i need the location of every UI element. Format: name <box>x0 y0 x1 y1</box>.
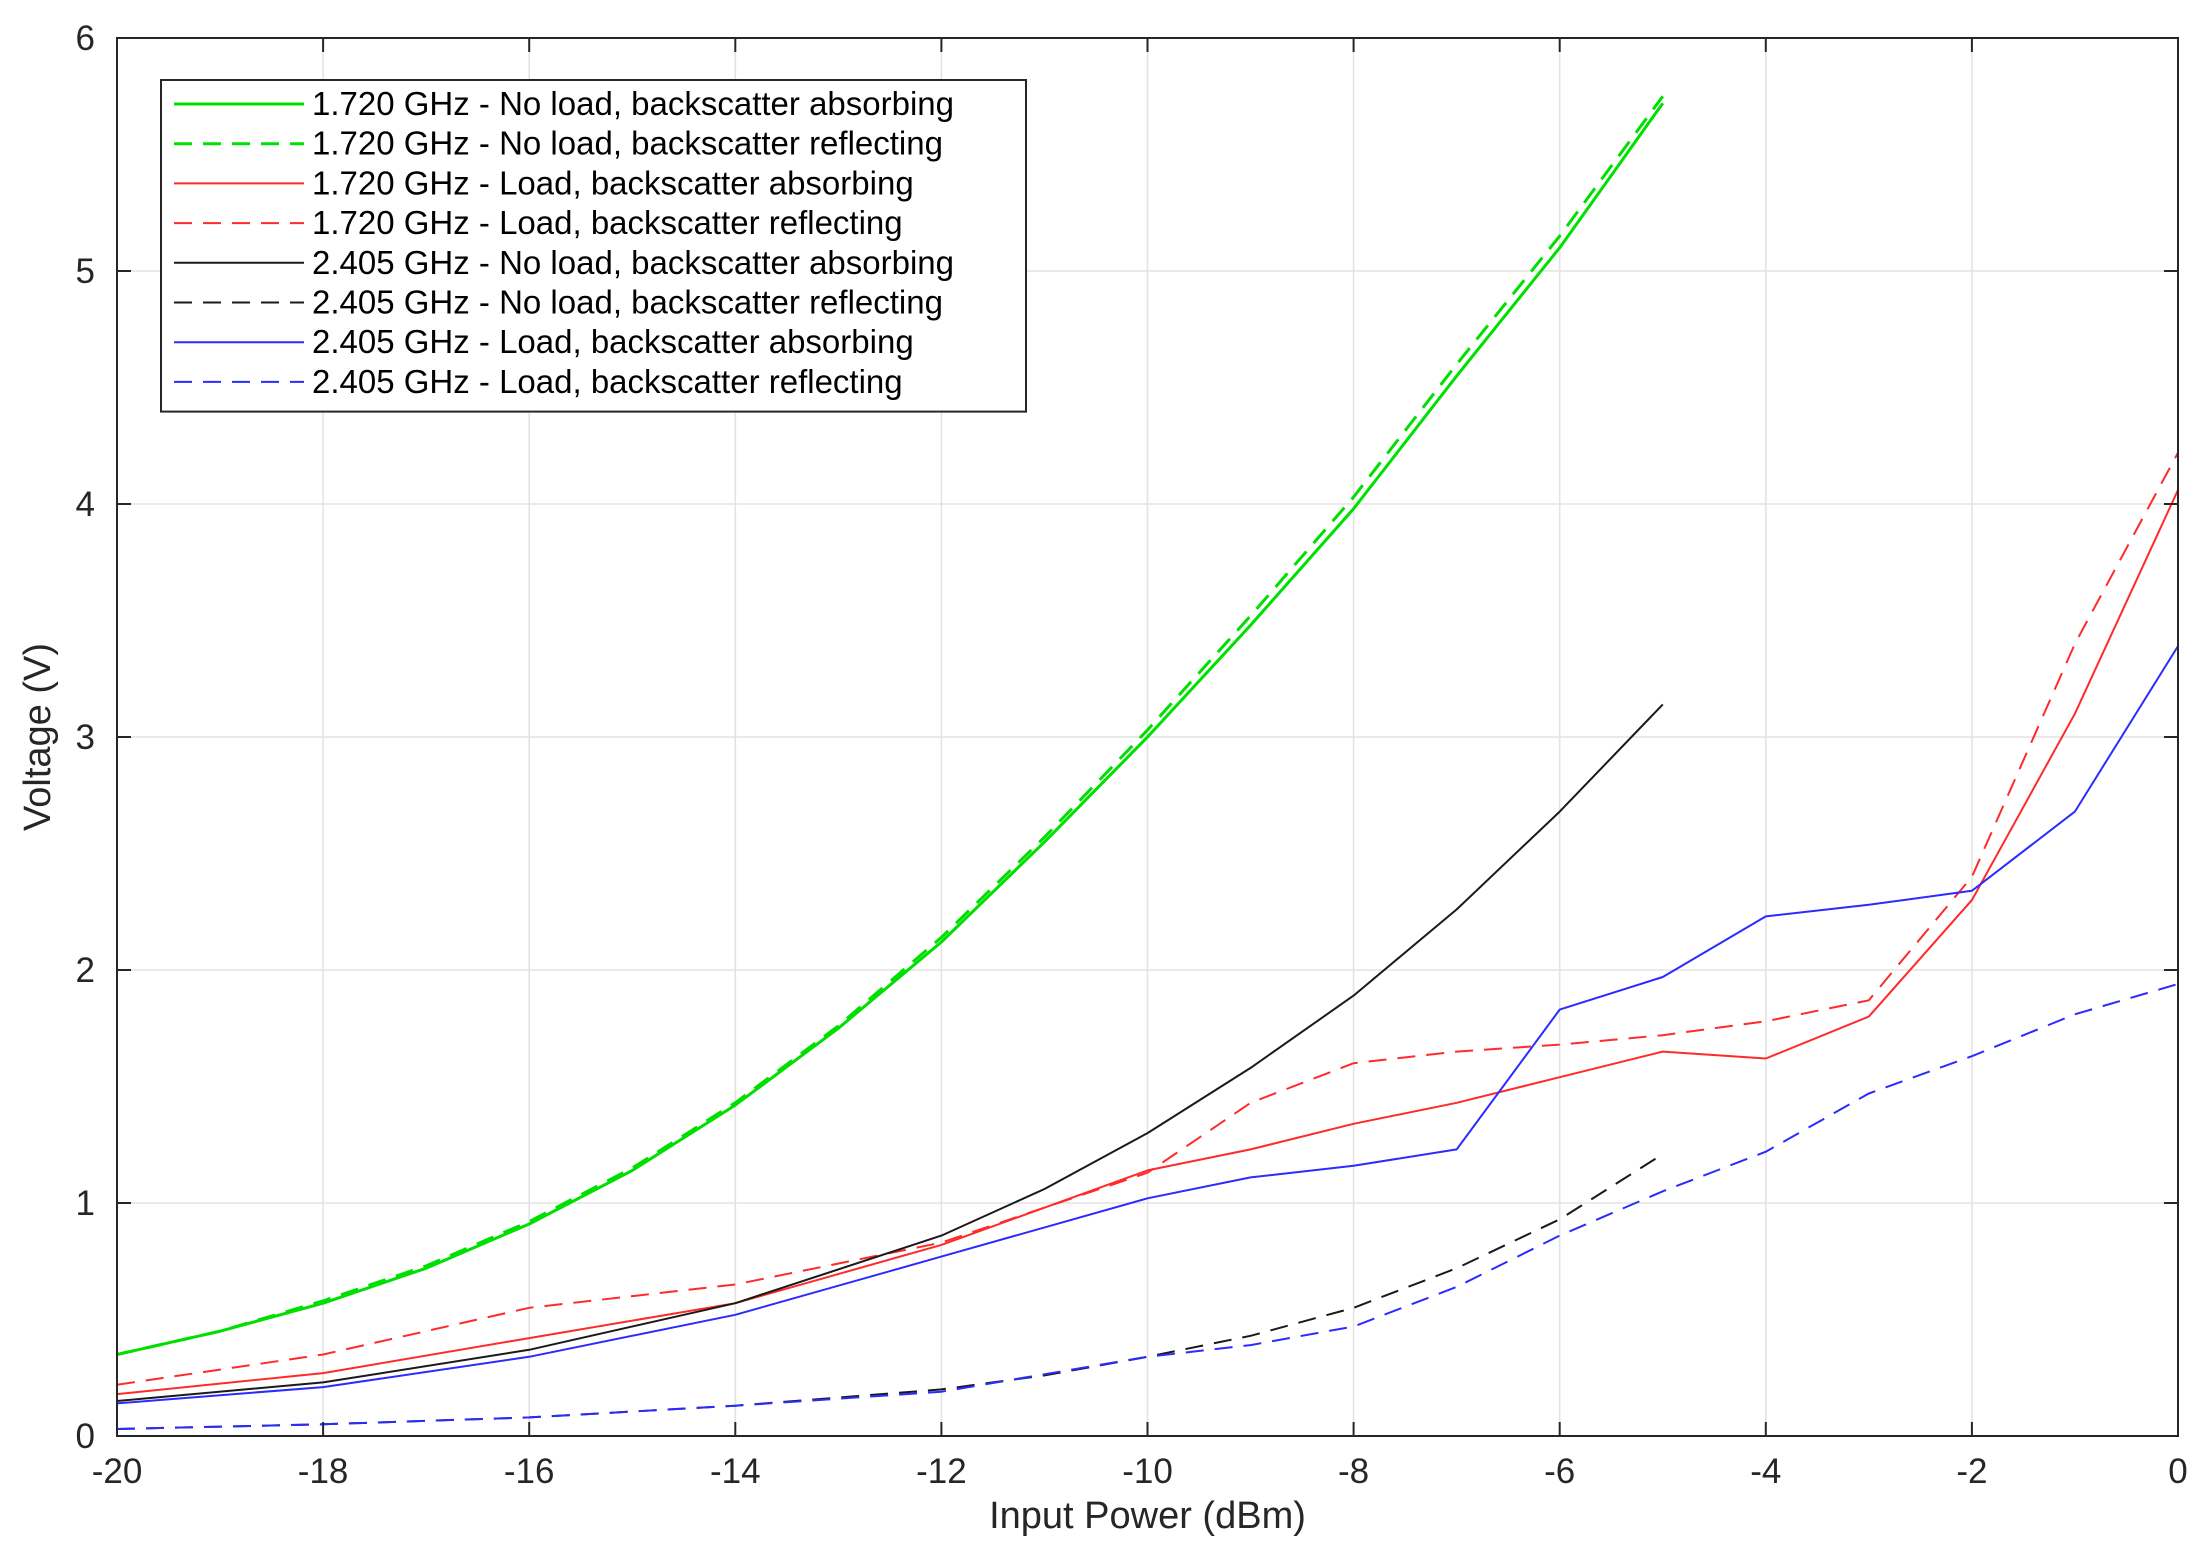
y-tick-label: 3 <box>76 718 95 757</box>
x-axis-title: Input Power (dBm) <box>989 1495 1306 1537</box>
x-tick-label: 0 <box>2168 1452 2187 1491</box>
data-series <box>116 95 2179 1430</box>
y-axis-title: Voltage (V) <box>17 643 59 831</box>
x-tick-label: -20 <box>92 1452 143 1491</box>
y-tick-label: 0 <box>76 1417 95 1456</box>
series-line-7 <box>116 645 2179 1405</box>
y-tick-label: 4 <box>76 485 95 524</box>
x-tick-label: -18 <box>298 1452 349 1491</box>
x-tick-label: -16 <box>504 1452 555 1491</box>
x-tick-label: -4 <box>1750 1452 1781 1491</box>
series-line-2 <box>116 95 1665 1356</box>
legend-label: 2.405 GHz - Load, backscatter reflecting <box>312 363 903 400</box>
y-tick-label: 6 <box>76 19 95 58</box>
legend-label: 1.720 GHz - No load, backscatter absorbi… <box>312 85 954 122</box>
legend-label: 1.720 GHz - No load, backscatter reflect… <box>312 125 943 162</box>
x-tick-label: -2 <box>1956 1452 1987 1491</box>
x-tick-label: -8 <box>1338 1452 1369 1491</box>
x-tick-label: -14 <box>710 1452 761 1491</box>
x-tick-label: -12 <box>916 1452 967 1491</box>
y-tick-label: 5 <box>76 252 95 291</box>
y-tick-label: 1 <box>76 1184 95 1223</box>
series-line-4 <box>116 452 2179 1386</box>
series-line-3 <box>116 489 2179 1396</box>
legend-label: 2.405 GHz - No load, backscatter absorbi… <box>312 244 954 281</box>
x-tick-label: -6 <box>1544 1452 1575 1491</box>
legend-label: 2.405 GHz - Load, backscatter absorbing <box>312 323 914 360</box>
legend-label: 2.405 GHz - No load, backscatter reflect… <box>312 284 943 321</box>
y-tick-label: 2 <box>76 951 95 990</box>
legend-label: 1.720 GHz - Load, backscatter absorbing <box>312 164 914 201</box>
series-line-1 <box>116 102 1665 1356</box>
legend-box <box>160 79 1027 413</box>
legend: 1.720 GHz - No load, backscatter absorbi… <box>160 79 1027 413</box>
legend-label: 1.720 GHz - Load, backscatter reflecting <box>312 204 903 241</box>
x-tick-label: -10 <box>1122 1452 1173 1491</box>
series-line-8 <box>116 983 2179 1430</box>
series-line-5 <box>116 703 1664 1402</box>
